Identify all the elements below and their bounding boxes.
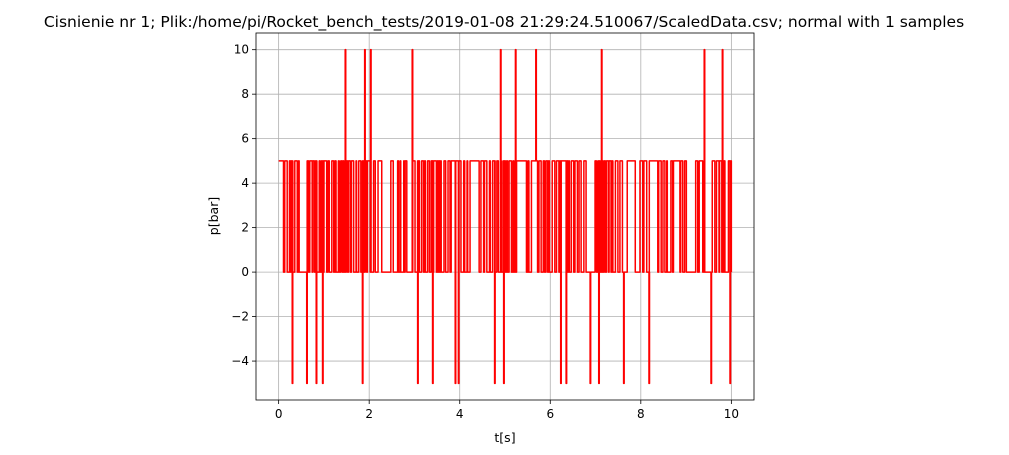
x-tick-label: 2: [365, 407, 373, 421]
y-tick-label: 2: [241, 221, 249, 235]
chart-title: Cisnienie nr 1; Plik:/home/pi/Rocket_ben…: [44, 13, 964, 32]
x-tick-label: 6: [546, 407, 554, 421]
x-tick-label: 4: [456, 407, 464, 421]
y-tick-label: −4: [231, 354, 249, 368]
y-tick-label: 8: [241, 87, 249, 101]
y-tick-label: 0: [241, 265, 249, 279]
y-tick-label: 4: [241, 176, 249, 190]
x-axis: 0 2 4 6 8 10: [275, 400, 739, 421]
x-axis-label: t[s]: [494, 430, 515, 445]
y-axis-label: p[bar]: [206, 197, 221, 235]
y-tick-label: 6: [241, 132, 249, 146]
series-line-pressure: [278, 48, 733, 385]
x-tick-label: 8: [637, 407, 645, 421]
x-tick-label: 0: [275, 407, 283, 421]
series-layer: [278, 48, 733, 385]
y-tick-label: −2: [231, 310, 249, 324]
y-axis: −4 −2 0 2 4 6 8 10: [231, 43, 256, 368]
y-tick-label: 10: [234, 43, 249, 57]
x-tick-label: 10: [724, 407, 739, 421]
plot-frame: [255, 32, 755, 401]
